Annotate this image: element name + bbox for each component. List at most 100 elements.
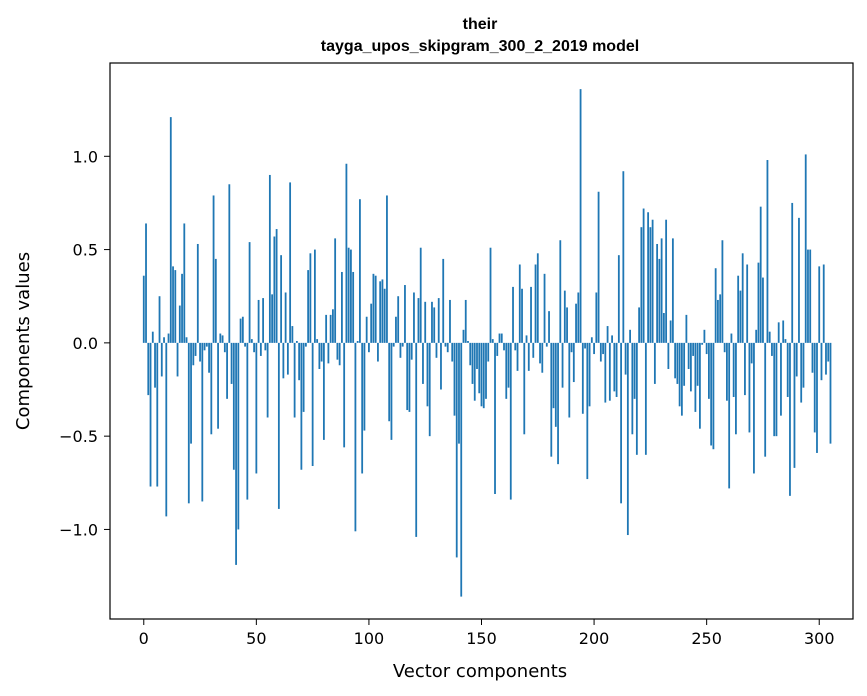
bar-126: [426, 342, 429, 407]
bar-54: [264, 342, 267, 351]
bar-85: [334, 238, 337, 343]
bar-105: [379, 281, 382, 343]
bar-148: [476, 342, 478, 369]
bar-80: [322, 342, 325, 440]
x-axis-label: Vector components: [393, 661, 567, 682]
bar-269: [748, 342, 751, 433]
bar-180: [548, 311, 550, 343]
bar-87: [338, 342, 341, 366]
bar-121: [415, 342, 418, 537]
bar-272: [755, 329, 758, 343]
bar-63: [284, 292, 287, 343]
bar-188: [566, 307, 568, 343]
bar-301: [820, 342, 823, 381]
bar-213: [622, 171, 625, 343]
bar-136: [449, 299, 451, 343]
bar-11: [167, 333, 170, 343]
bar-265: [739, 290, 742, 343]
bar-23: [194, 342, 197, 356]
bar-64: [286, 342, 289, 375]
bar-249: [703, 329, 706, 343]
bar-119: [410, 342, 413, 360]
bar-299: [816, 342, 818, 453]
bar-163: [509, 342, 512, 500]
bar-35: [221, 335, 224, 343]
bar-297: [811, 342, 814, 373]
bar-140: [458, 342, 460, 444]
bar-178: [543, 273, 546, 343]
bar-152: [485, 342, 487, 399]
x-axis-ticks: 0 50 100 150 200 250 300: [139, 619, 835, 648]
bar-276: [764, 342, 767, 457]
bar-129: [433, 307, 436, 343]
bar-51: [257, 299, 260, 343]
bar-14: [174, 270, 177, 343]
bar-10: [165, 342, 168, 517]
bar-95: [356, 341, 359, 343]
bar-159: [500, 333, 503, 343]
y-tick-label-3: 0.5: [73, 241, 98, 260]
bar-230: [660, 238, 663, 343]
bar-177: [541, 342, 544, 373]
bar-182: [552, 342, 555, 409]
y-axis-label: Components values: [13, 252, 34, 430]
bar-147: [473, 342, 476, 401]
bar-19: [185, 337, 188, 343]
bars: [142, 89, 832, 597]
bar-296: [809, 249, 812, 343]
bar-256: [719, 294, 722, 343]
bar-270: [750, 342, 753, 364]
bar-74: [309, 253, 312, 343]
bar-155: [491, 339, 494, 343]
bar-201: [595, 292, 598, 343]
y-tick-label-4: 1.0: [73, 147, 98, 166]
bar-303: [825, 342, 827, 375]
x-tick-label-2: 100: [354, 629, 385, 648]
bar-48: [250, 339, 253, 343]
bar-225: [649, 227, 652, 343]
bar-40: [232, 342, 235, 470]
x-tick-label-5: 250: [691, 629, 722, 648]
bar-49: [253, 342, 255, 353]
bar-72: [304, 342, 307, 347]
bar-5: [154, 342, 156, 388]
bar-41: [235, 342, 237, 565]
bar-244: [692, 342, 695, 356]
bar-196: [584, 342, 586, 349]
bar-110: [390, 342, 393, 440]
bar-175: [536, 253, 539, 343]
plot-frame: [109, 62, 854, 620]
bar-193: [577, 292, 580, 343]
bar-100: [368, 342, 370, 353]
chart-title-line1: their: [463, 16, 498, 33]
bar-243: [689, 342, 692, 392]
bar-3: [149, 342, 152, 487]
bar-114: [399, 342, 402, 358]
bar-98: [363, 342, 366, 431]
bar-141: [460, 342, 463, 597]
bar-202: [597, 191, 600, 343]
bar-267: [744, 342, 746, 396]
bar-253: [712, 342, 715, 450]
bar-259: [726, 342, 728, 401]
bar-278: [768, 331, 771, 343]
bar-111: [392, 342, 395, 347]
bar-12: [169, 117, 172, 343]
bar-211: [617, 255, 620, 343]
bar-107: [383, 288, 386, 343]
bar-71: [302, 342, 305, 412]
bar-28: [205, 342, 208, 347]
bar-239: [680, 342, 683, 416]
bar-82: [327, 342, 330, 364]
bar-212: [620, 342, 622, 504]
bar-27: [203, 342, 206, 351]
bar-21: [190, 342, 192, 444]
bar-302: [822, 264, 825, 343]
y-axis-ticks: −1.0 −0.5 0.0 0.5 1.0: [59, 147, 110, 539]
bar-268: [746, 264, 749, 343]
bar-86: [336, 342, 339, 360]
bar-30: [210, 342, 213, 435]
bar-132: [440, 342, 442, 390]
bar-113: [397, 296, 400, 343]
